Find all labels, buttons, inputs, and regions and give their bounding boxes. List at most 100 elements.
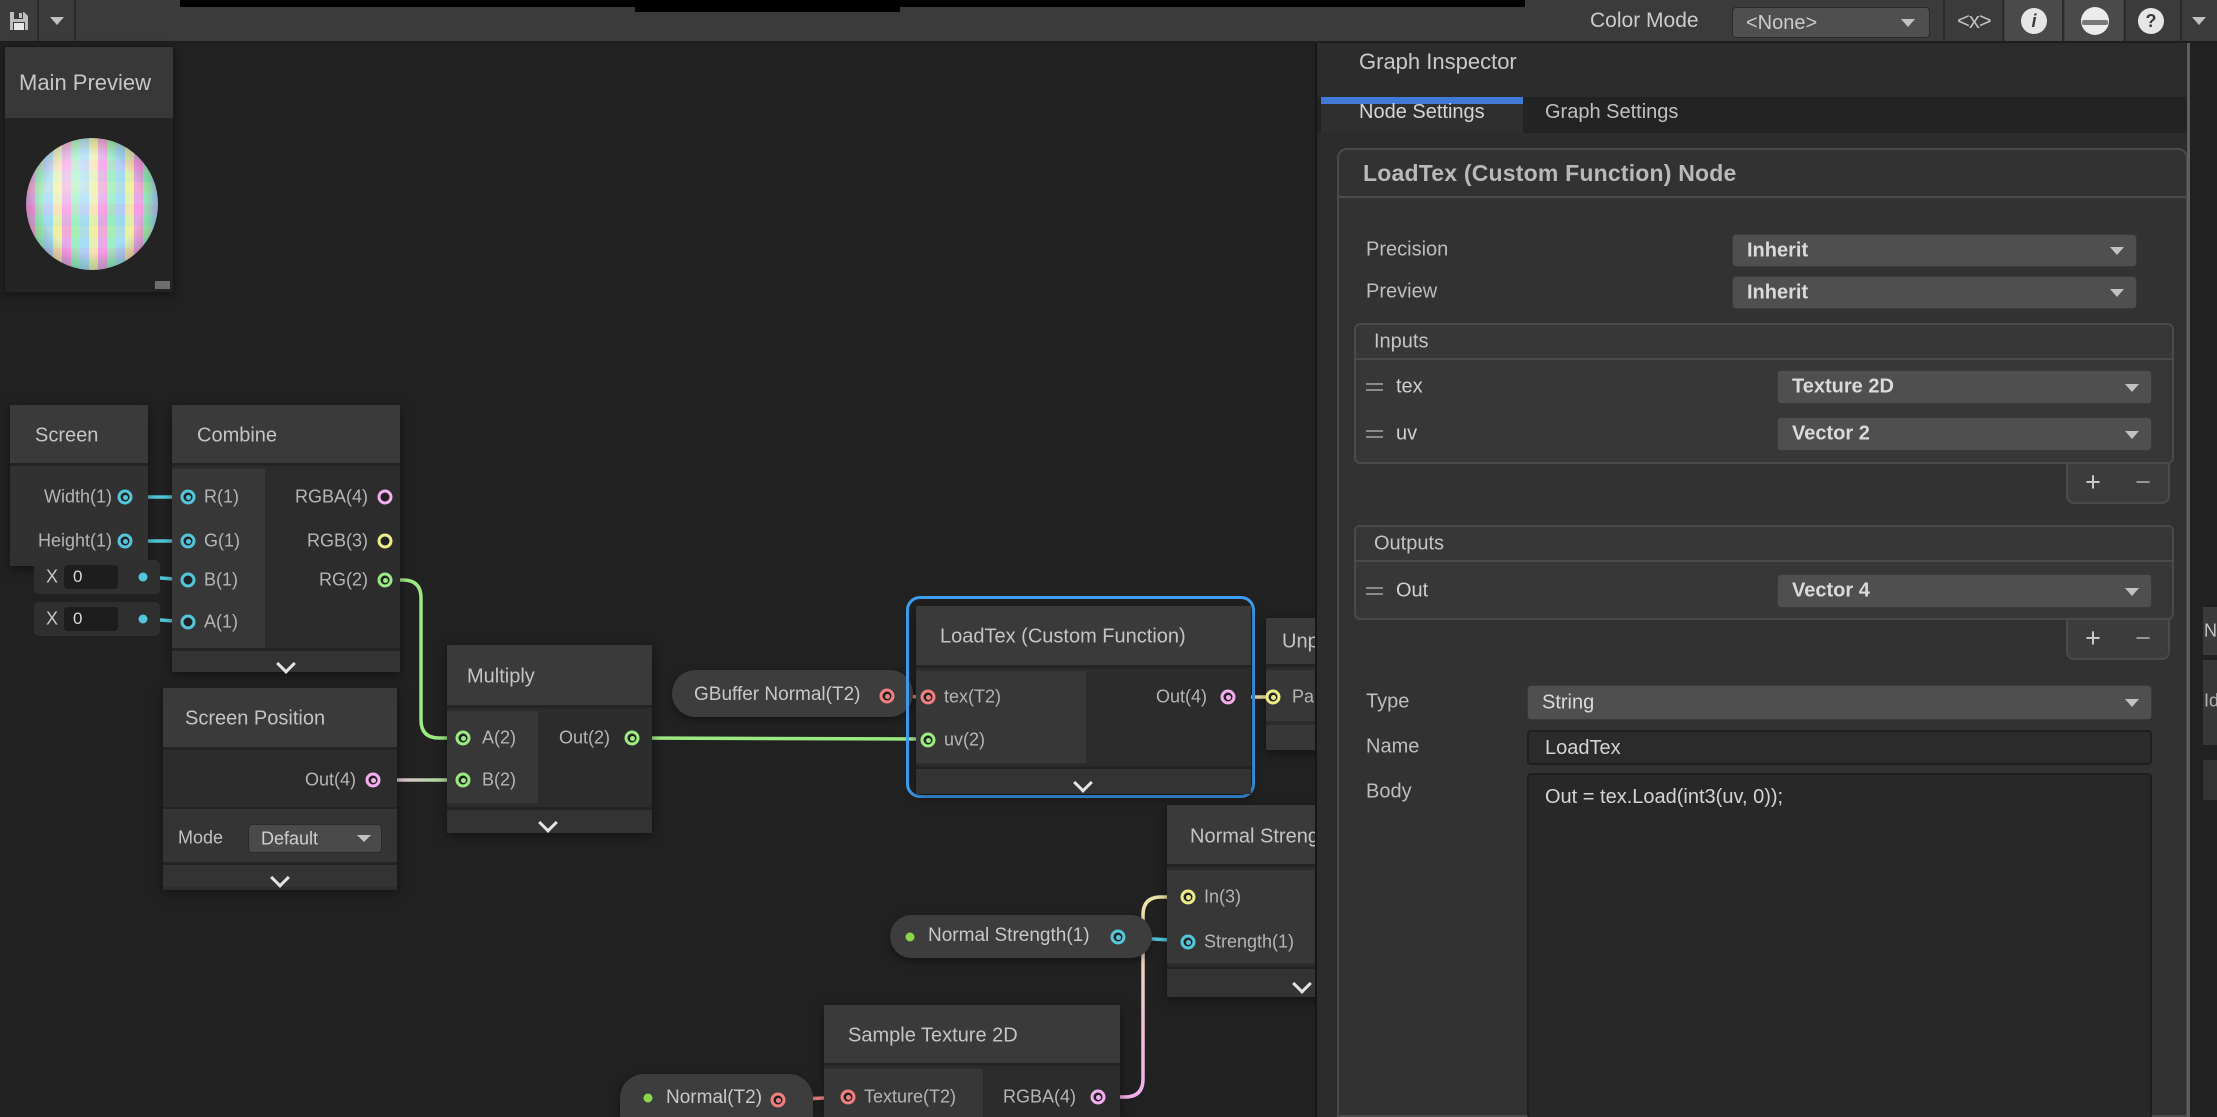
port-vector4[interactable] <box>377 489 393 505</box>
port-float[interactable] <box>117 489 133 505</box>
panel-resize-handle[interactable] <box>2187 43 2190 1117</box>
node-collapse-strip[interactable] <box>163 862 397 887</box>
port-vector3[interactable] <box>377 533 393 549</box>
chevron-down-icon[interactable] <box>538 816 558 830</box>
node-collapse-strip[interactable] <box>916 766 1251 794</box>
tab-label-graph-settings[interactable]: Graph Settings <box>1545 101 1679 123</box>
node-combine[interactable]: Combine <box>172 405 400 672</box>
node-settings-container: LoadTex (Custom Function) Node Precision… <box>1337 148 2188 1117</box>
dropdown-value: Inherit <box>1747 281 1809 303</box>
save-dropdown-button[interactable] <box>39 0 74 41</box>
node-multiply[interactable]: Multiply <box>447 645 652 833</box>
port-label: Out(2) <box>558 727 610 748</box>
preview-toggle-button[interactable] <box>2065 0 2123 41</box>
chevron-down-icon[interactable] <box>1292 977 1312 991</box>
type-dropdown[interactable]: String <box>1527 685 2152 720</box>
precision-dropdown[interactable]: Inherit <box>1732 234 2137 267</box>
preview-dropdown[interactable]: Inherit <box>1732 276 2137 309</box>
port-float[interactable] <box>180 572 196 588</box>
tab-label[interactable]: Node Settings <box>1359 101 1485 123</box>
code-toggle-button[interactable]: <x> <box>1945 0 2000 41</box>
port-float[interactable] <box>180 614 196 630</box>
save-button[interactable] <box>0 0 37 41</box>
port-vector3[interactable] <box>1180 889 1196 905</box>
port-float[interactable] <box>117 533 133 549</box>
input-type-dropdown[interactable]: Texture 2D <box>1777 370 2152 404</box>
chevron-down-icon[interactable] <box>1073 776 1093 790</box>
drag-handle-icon[interactable] <box>1366 383 1383 391</box>
port-dot[interactable] <box>138 572 148 582</box>
node-header[interactable] <box>916 606 1251 668</box>
preview-resize-handle[interactable] <box>155 281 170 289</box>
port-vector3[interactable] <box>1265 689 1281 705</box>
node-normal-strength[interactable]: Normal Streng <box>1167 805 1330 997</box>
port-float[interactable] <box>180 489 196 505</box>
number-input[interactable]: 0 <box>64 565 118 589</box>
node-screen-position[interactable]: Screen Position <box>163 688 397 890</box>
port-texture[interactable] <box>770 1092 786 1108</box>
node-title: Multiply <box>467 665 535 688</box>
body-textarea[interactable]: Out = tex.Load(int3(uv, 0)); <box>1527 773 2152 1117</box>
port-vector2[interactable] <box>455 772 471 788</box>
node-collapse-strip[interactable] <box>447 807 652 833</box>
add-input-button[interactable]: + <box>2085 467 2101 497</box>
node-header[interactable] <box>10 405 148 466</box>
port-vector4[interactable] <box>1220 689 1236 705</box>
preview-sphere[interactable] <box>26 138 158 270</box>
port-texture[interactable] <box>920 689 936 705</box>
toolbar-overflow-button[interactable] <box>2182 0 2217 41</box>
node-sample-texture-2d[interactable]: Sample Texture 2D <box>824 1005 1120 1117</box>
node-header[interactable] <box>1167 805 1330 867</box>
port-label: R(1) <box>204 486 239 507</box>
node-header[interactable] <box>824 1005 1120 1066</box>
output-type-dropdown[interactable]: Vector 4 <box>1777 574 2152 608</box>
node-header[interactable] <box>447 645 652 708</box>
node-header[interactable] <box>172 405 400 466</box>
pill-label: Normal Strength(1) <box>928 925 1090 946</box>
port-label: RG(2) <box>319 569 368 590</box>
add-output-button[interactable]: + <box>2085 623 2101 653</box>
name-input[interactable]: LoadTex <box>1527 730 2152 765</box>
node-title: LoadTex (Custom Function) <box>940 625 1186 648</box>
port-vector2[interactable] <box>624 730 640 746</box>
node-header[interactable] <box>163 688 397 750</box>
port-float[interactable] <box>1110 929 1126 945</box>
port-vector2[interactable] <box>377 572 393 588</box>
toolbar: Color Mode <None> <x> i ? <box>0 0 2217 43</box>
input-type-dropdown[interactable]: Vector 2 <box>1777 417 2152 451</box>
port-float[interactable] <box>180 533 196 549</box>
node-collapse-strip[interactable] <box>1167 966 1330 997</box>
property-pill-normal-strength[interactable] <box>890 915 1152 958</box>
help-button[interactable]: ? <box>2126 0 2180 41</box>
port-vector2[interactable] <box>920 732 936 748</box>
property-pill-gbuffer-normal[interactable] <box>672 670 913 717</box>
port-vector4[interactable] <box>365 772 381 788</box>
port-texture[interactable] <box>840 1089 856 1105</box>
drag-handle-icon[interactable] <box>1366 587 1383 595</box>
chevron-down-icon[interactable] <box>276 657 296 671</box>
info-toggle-button[interactable]: i <box>2005 0 2062 41</box>
node-input-column <box>1167 870 1330 963</box>
remove-output-button[interactable]: − <box>2135 623 2151 653</box>
remove-input-button[interactable]: − <box>2135 467 2151 497</box>
node-collapse-strip[interactable] <box>172 648 400 672</box>
chevron-down-icon[interactable] <box>270 871 290 885</box>
drag-handle-icon[interactable] <box>1366 430 1383 438</box>
node-loadtex[interactable]: LoadTex (Custom Function) <box>916 606 1251 794</box>
node-title: Screen <box>35 424 99 447</box>
color-mode-dropdown[interactable]: <None> <box>1732 7 1930 38</box>
main-preview-header[interactable] <box>5 47 173 118</box>
port-dot[interactable] <box>138 614 148 624</box>
port-float[interactable] <box>1180 934 1196 950</box>
port-texture[interactable] <box>879 688 895 704</box>
port-label: Height(1) <box>37 530 112 551</box>
number-input[interactable]: 0 <box>64 607 118 631</box>
tab-node-settings[interactable] <box>1321 97 1523 133</box>
mode-dropdown[interactable]: Default <box>248 824 382 853</box>
node-screen[interactable]: Screen <box>10 405 148 566</box>
port-vector4[interactable] <box>1090 1089 1106 1105</box>
port-label: RGBA(4) <box>1002 1086 1076 1107</box>
port-label: A(2) <box>482 727 517 748</box>
node-edge-partial[interactable] <box>2203 607 2217 655</box>
port-vector2[interactable] <box>455 730 471 746</box>
